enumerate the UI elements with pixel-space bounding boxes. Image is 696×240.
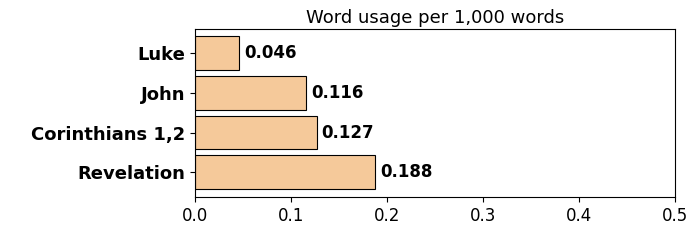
Bar [195,36,239,70]
Bar [195,76,306,110]
Text: 0.046: 0.046 [244,44,296,62]
Bar [195,156,375,189]
Text: 0.116: 0.116 [311,84,363,102]
Text: 0.127: 0.127 [322,124,374,142]
Title: Word usage per 1,000 words: Word usage per 1,000 words [306,9,564,27]
Bar [195,116,317,150]
Text: 0.188: 0.188 [380,163,433,181]
